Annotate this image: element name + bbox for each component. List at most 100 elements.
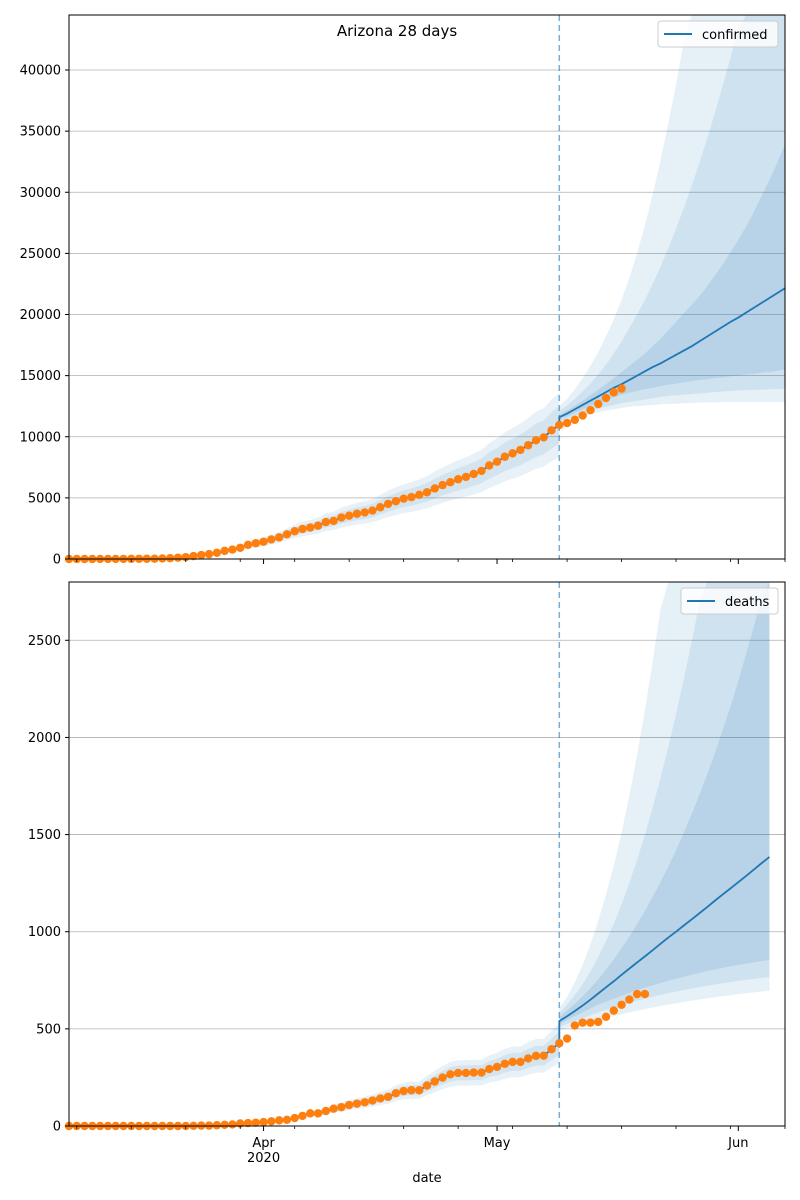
confirmed-observed-points xyxy=(64,384,626,564)
x-tick-sublabel: 2020 xyxy=(247,1151,280,1166)
observed-point xyxy=(344,1100,354,1110)
observed-point xyxy=(547,1045,556,1054)
observed-point xyxy=(485,461,494,470)
observed-point xyxy=(298,524,307,534)
deaths-y-ticks: 0 500 1000 1500 2000 2500 xyxy=(28,634,69,1135)
observed-point xyxy=(298,1111,307,1121)
observed-point xyxy=(321,1106,331,1116)
observed-point xyxy=(407,492,416,502)
observed-point xyxy=(625,995,634,1004)
y-tick-label: 5000 xyxy=(28,491,61,506)
observed-point xyxy=(562,418,572,428)
legend-label-deaths: deaths xyxy=(725,595,770,610)
y-tick-label: 0 xyxy=(53,1120,61,1135)
confirmed-x-ticks xyxy=(76,559,786,564)
observed-point xyxy=(407,1086,416,1095)
observed-point xyxy=(492,1062,502,1072)
axes-frame xyxy=(68,14,786,560)
forecast-band-80 xyxy=(559,15,785,423)
observed-point xyxy=(578,1018,587,1027)
observed-point xyxy=(197,550,206,560)
observed-point xyxy=(531,436,541,445)
y-tick-label: 35000 xyxy=(20,125,61,140)
observed-point xyxy=(329,516,338,526)
observed-point xyxy=(640,989,650,999)
observed-point xyxy=(228,1120,237,1129)
confirmed-axes xyxy=(68,14,786,560)
observed-point xyxy=(313,521,323,530)
observed-point xyxy=(523,441,533,450)
observed-point xyxy=(267,1117,276,1126)
observed-point xyxy=(306,1109,315,1118)
observed-point xyxy=(344,511,354,520)
observed-point xyxy=(586,1018,595,1027)
observed-point xyxy=(446,1070,455,1079)
forecast-band-50 xyxy=(559,582,770,1024)
observed-point xyxy=(376,1094,385,1103)
y-tick-label: 10000 xyxy=(20,430,61,445)
observed-point xyxy=(383,1092,393,1102)
observed-point xyxy=(477,466,486,476)
observed-point xyxy=(586,405,595,415)
y-tick-label: 500 xyxy=(36,1022,61,1037)
observed-point xyxy=(274,1116,284,1125)
observed-point xyxy=(220,546,229,556)
observed-point xyxy=(617,384,626,393)
fit-band xyxy=(69,1031,560,1126)
confirmed-grid xyxy=(69,69,785,499)
axes-frame xyxy=(68,581,786,1127)
observed-point xyxy=(290,1113,299,1123)
observed-point xyxy=(282,530,292,539)
observed-point xyxy=(376,503,385,512)
observed-point xyxy=(158,554,167,563)
observed-point xyxy=(391,1088,401,1098)
y-tick-label: 2000 xyxy=(28,731,61,746)
observed-point xyxy=(523,1054,533,1063)
observed-point xyxy=(251,1118,260,1127)
observed-point xyxy=(306,523,315,532)
observed-point xyxy=(173,553,183,562)
observed-point xyxy=(399,494,408,503)
deaths-bands xyxy=(559,582,770,1030)
observed-point xyxy=(516,445,525,455)
observed-point xyxy=(547,426,556,435)
observed-point xyxy=(352,1099,362,1108)
observed-point xyxy=(562,1034,572,1043)
confirmed-legend: confirmed xyxy=(657,20,779,48)
observed-point xyxy=(508,1057,517,1067)
observed-point xyxy=(368,1096,377,1105)
observed-point xyxy=(282,1115,292,1124)
y-tick-label: 1000 xyxy=(28,925,61,940)
y-tick-label: 0 xyxy=(53,553,61,568)
observed-point xyxy=(438,1073,447,1082)
confirmed-y-ticks: 0 5000 10000 15000 20000 25000 30000 35000 40000 xyxy=(20,64,69,568)
observed-point xyxy=(243,1118,253,1128)
observed-point xyxy=(453,1068,463,1078)
chart-title: Arizona 28 days xyxy=(337,22,458,40)
observed-point xyxy=(461,472,471,482)
observed-point xyxy=(531,1051,541,1061)
observed-point xyxy=(415,1086,424,1095)
observed-point xyxy=(430,484,439,493)
observed-point xyxy=(251,539,260,548)
observed-point xyxy=(189,551,198,561)
observed-point xyxy=(609,1006,618,1015)
y-tick-label: 40000 xyxy=(20,64,61,79)
observed-point xyxy=(601,393,611,403)
observed-point xyxy=(500,1059,510,1069)
observed-point xyxy=(446,478,455,487)
x-tick-label: Jun xyxy=(727,1136,748,1151)
forecast-band-80 xyxy=(559,582,770,1027)
forecast-band-50 xyxy=(559,144,785,420)
deaths-axes xyxy=(68,581,786,1127)
y-tick-label: 15000 xyxy=(20,369,61,384)
observed-point xyxy=(469,1068,478,1077)
observed-point xyxy=(500,452,510,461)
x-axis-label: date xyxy=(412,1171,441,1186)
observed-point xyxy=(594,1017,603,1027)
observed-point xyxy=(508,449,517,458)
observed-point xyxy=(632,989,642,999)
observed-point xyxy=(438,480,447,490)
